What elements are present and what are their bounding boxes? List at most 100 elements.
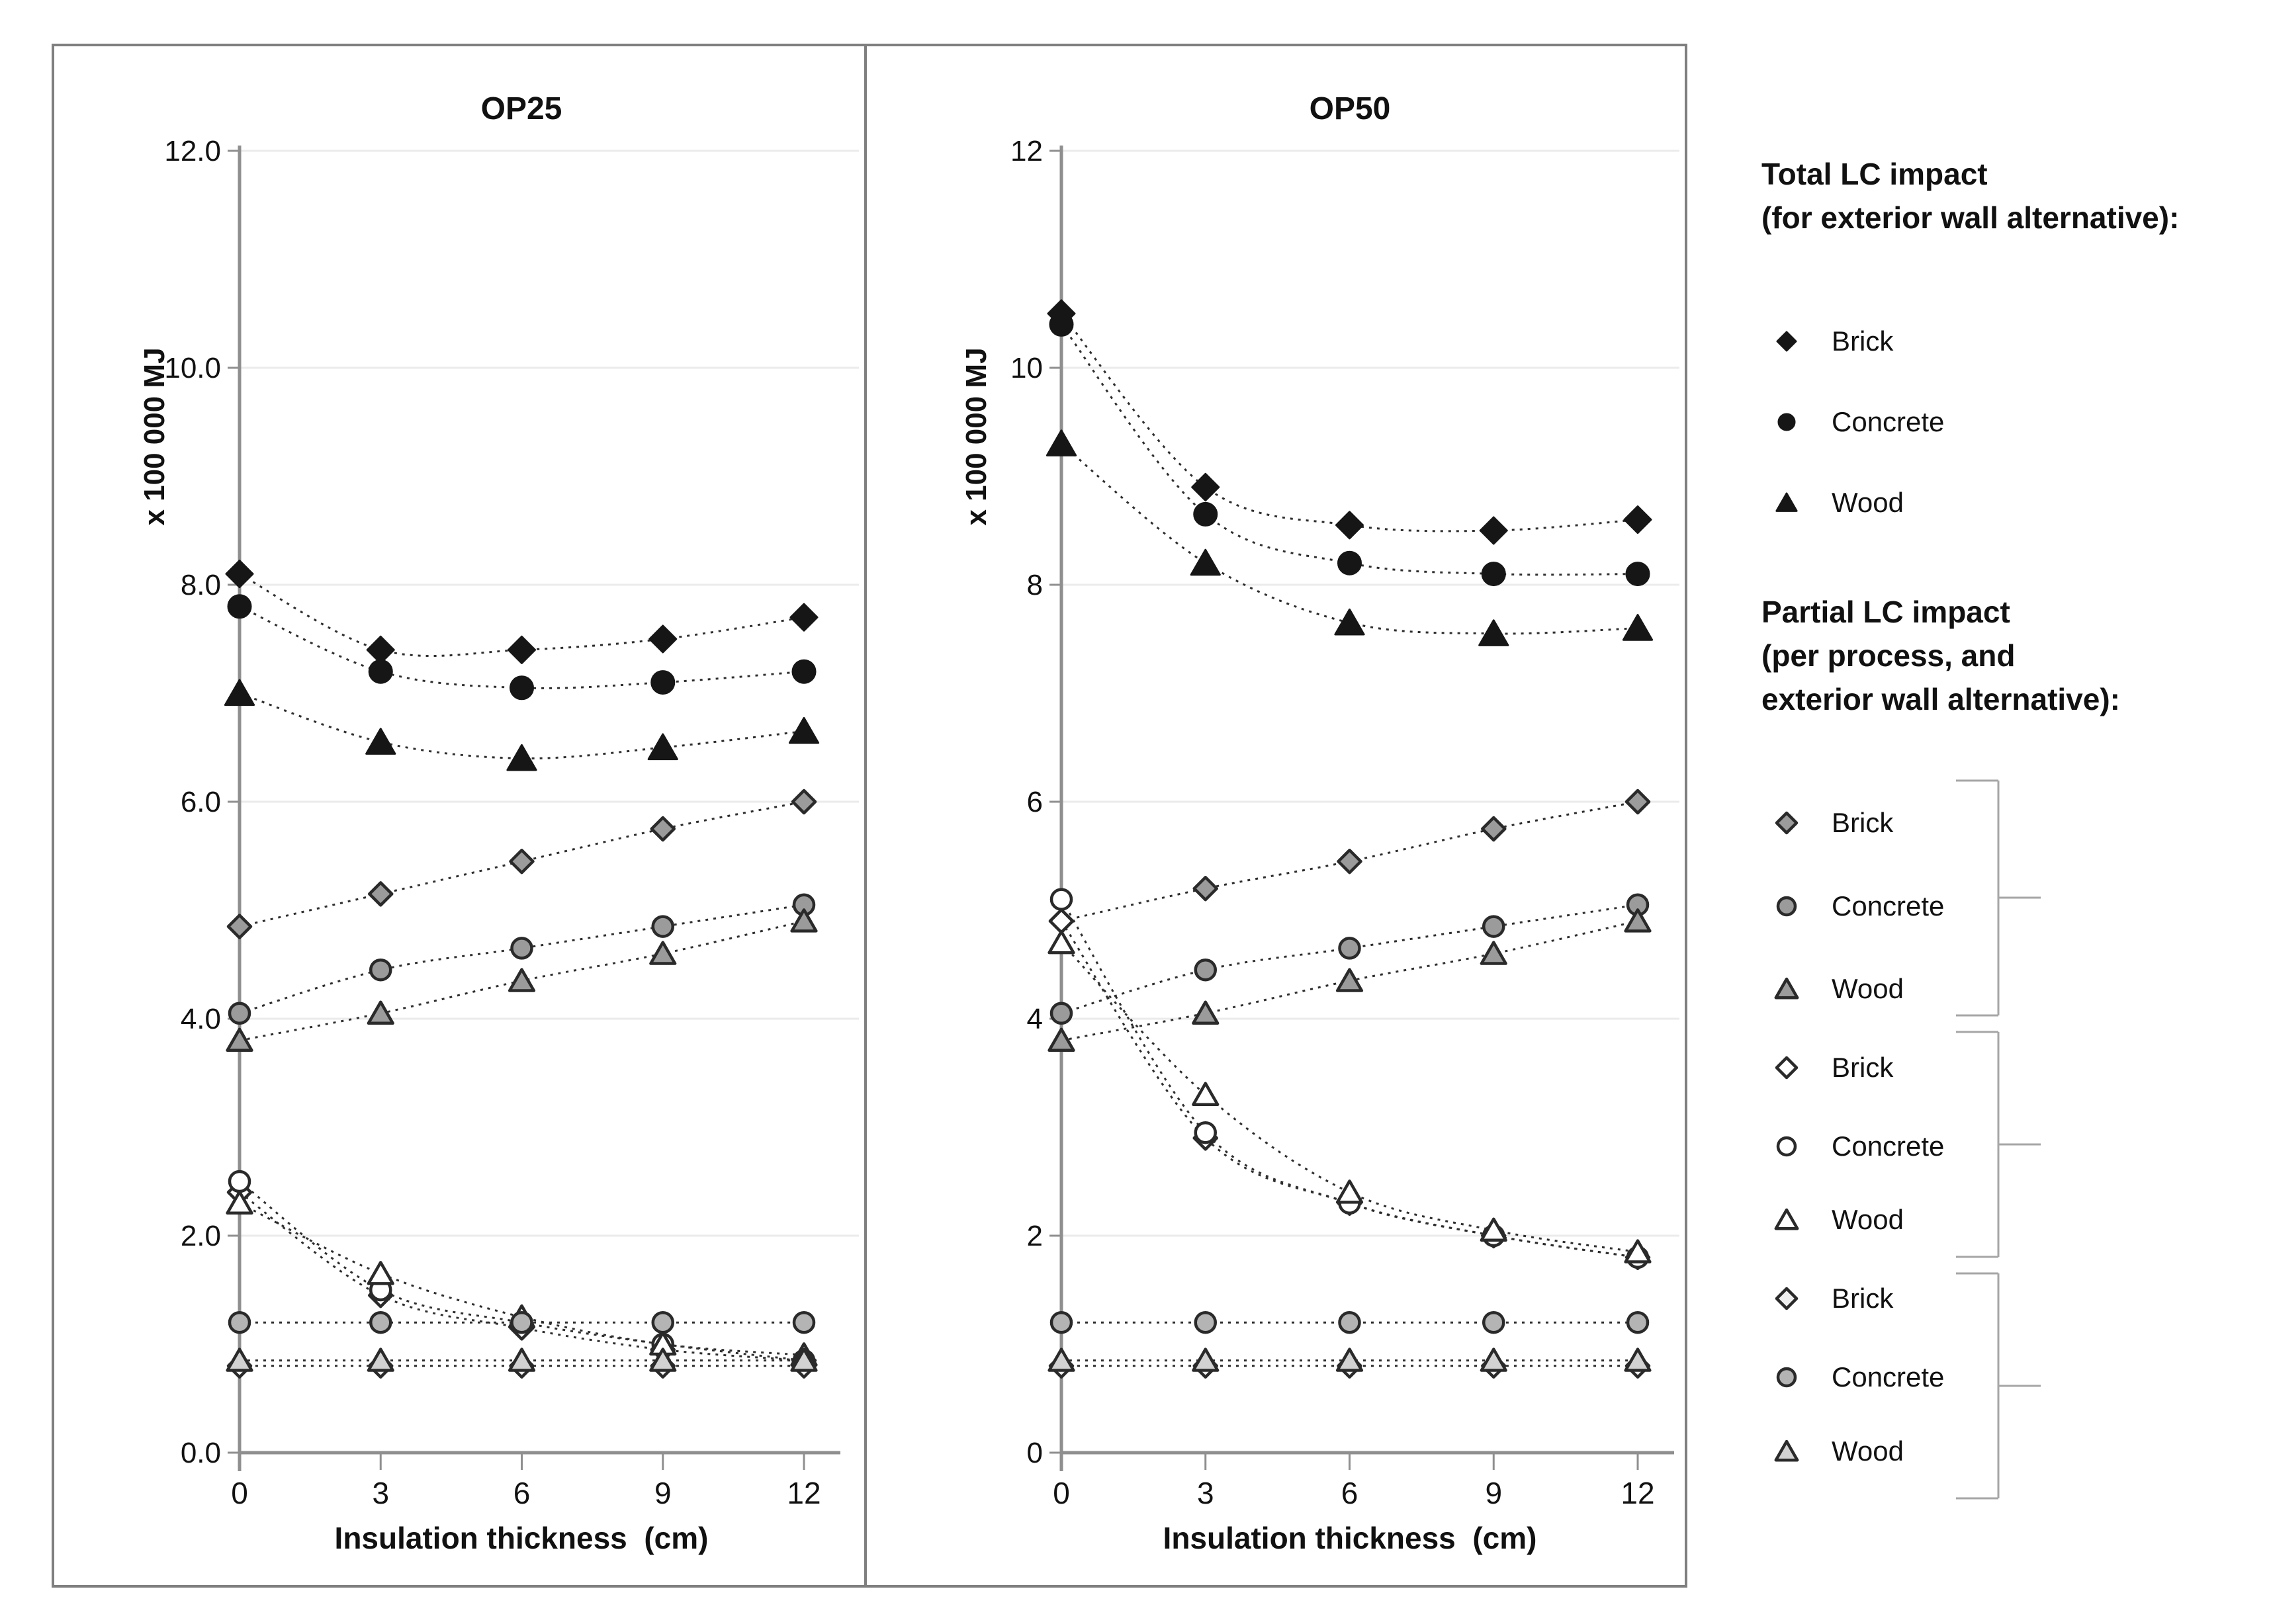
- point-op25-operation-wood-x0: [226, 1190, 253, 1215]
- point-op50-maintenance-wood-x3: [1192, 1347, 1220, 1372]
- point-op50-operation-wood-x9: [1480, 1217, 1507, 1242]
- x-tick-label: 0: [1053, 1476, 1070, 1510]
- point-op50-total-wood-x0: [1046, 429, 1077, 456]
- point-op50-operation-concrete-x0: [1049, 888, 1073, 911]
- series-line-op50-operation-wood: [1060, 942, 1638, 1254]
- series-markers-op50-construction-brick: [1048, 789, 1651, 934]
- point-op50-total-wood-x3: [1190, 548, 1221, 576]
- y-tick-label: 12.0: [164, 135, 221, 167]
- series-markers-op50-operation-wood: [1047, 929, 1652, 1263]
- x-axis-label-op50: Insulation thickness (cm): [1163, 1521, 1537, 1555]
- legend-maintenance-wood-label: Wood: [1832, 1435, 1904, 1467]
- point-op50-total-brick-x3: [1191, 472, 1220, 501]
- legend-maintenance-brick-diamond-icon: [1775, 1287, 1799, 1310]
- point-op25-total-wood-x0: [224, 679, 255, 706]
- point-op50-construction-brick-x3: [1192, 875, 1218, 902]
- series-markers-op50-construction-wood: [1047, 908, 1652, 1052]
- legend-construction-wood-label: Wood: [1832, 973, 1904, 1004]
- point-op25-maintenance-wood-x0: [226, 1347, 253, 1372]
- point-op50-maintenance-concrete-x6: [1338, 1310, 1361, 1334]
- point-op50-maintenance-concrete-x9: [1482, 1310, 1505, 1334]
- legend-construction-concrete-circle-icon: [1776, 896, 1797, 917]
- axes-op25: [228, 146, 840, 1471]
- y-tick-label: 4.0: [181, 1003, 221, 1035]
- series-line-op50-total-wood: [1061, 443, 1638, 635]
- y-tick-label: 0.0: [181, 1437, 221, 1469]
- point-op25-construction-wood-x12: [790, 908, 818, 933]
- legend-operation-concrete-marker: [1776, 1136, 1797, 1157]
- legend-total-title: Total LC impact (for exterior wall altern…: [1761, 152, 2179, 239]
- series-markers-op25-construction-brick: [226, 789, 817, 939]
- legend-operation-concrete-circle-icon: [1776, 1136, 1797, 1157]
- point-op25-total-wood-x12: [788, 716, 820, 744]
- point-op50-total-brick-x9: [1479, 516, 1508, 545]
- point-op25-maintenance-concrete-x9: [651, 1310, 674, 1334]
- legend-partial-title-line-1: Partial LC impact: [1761, 595, 2010, 629]
- point-op50-total-concrete-x0: [1049, 312, 1074, 337]
- series-markers-op25-operation-brick: [226, 1179, 817, 1373]
- point-op50-operation-wood-x6: [1335, 1179, 1364, 1204]
- series-line-op25-construction-concrete: [239, 904, 805, 1015]
- point-op50-total-brick-x6: [1335, 511, 1364, 540]
- point-op50-construction-brick-x6: [1337, 848, 1362, 875]
- series-markers-op50-total-wood: [1046, 429, 1654, 646]
- point-op50-construction-brick-x12: [1624, 789, 1651, 815]
- x-tick-label: 6: [1341, 1476, 1358, 1510]
- point-op50-maintenance-wood-x9: [1480, 1347, 1507, 1372]
- point-op25-construction-brick-x0: [226, 914, 253, 939]
- point-op25-construction-concrete-x0: [228, 1002, 251, 1025]
- series-markers-op25-maintenance-concrete: [228, 1310, 816, 1334]
- legend-total-wood-label: Wood: [1832, 487, 1904, 518]
- legend-partial-title: Partial LC impact (per process, and exteri…: [1761, 590, 2120, 721]
- legend-total-wood-triangle-icon: [1775, 492, 1798, 512]
- point-op50-construction-concrete-x6: [1338, 937, 1361, 960]
- point-op25-construction-concrete-x6: [510, 937, 533, 960]
- point-op25-construction-brick-x3: [368, 881, 394, 907]
- point-op50-construction-wood-x0: [1047, 1027, 1075, 1052]
- legend-operation-concrete-label: Concrete: [1832, 1131, 1945, 1162]
- legend-total-concrete-label: Concrete: [1832, 406, 1945, 437]
- legend-total-title-line-1: Total LC impact: [1761, 157, 1988, 191]
- point-op50-total-concrete-x6: [1337, 550, 1362, 576]
- x-tick-label: 12: [1621, 1476, 1654, 1510]
- point-op25-total-brick-x9: [648, 624, 678, 654]
- series-line-op50-total-brick: [1060, 313, 1638, 533]
- point-op25-construction-concrete-x9: [651, 915, 674, 938]
- point-op25-total-wood-x9: [647, 733, 678, 761]
- chart-title-op25: OP25: [480, 91, 562, 126]
- point-op25-maintenance-wood-x9: [649, 1347, 677, 1372]
- point-op25-maintenance-concrete-x0: [228, 1310, 251, 1334]
- legend-maintenance-brick-label: Brick: [1832, 1283, 1894, 1314]
- legend-construction-concrete-label: Concrete: [1832, 890, 1945, 921]
- series-markers-op25-construction-wood: [226, 908, 818, 1052]
- point-op25-operation-wood-x3: [367, 1261, 394, 1285]
- point-op25-construction-wood-x6: [508, 968, 536, 992]
- point-op25-total-concrete-x0: [227, 594, 252, 619]
- series-markers-op25-total-concrete: [227, 594, 817, 701]
- figure-border: [52, 44, 1687, 1588]
- y-tick-label: 2: [1027, 1220, 1043, 1252]
- legend-total-title-line-2: (for exterior wall alternative):: [1761, 200, 2180, 235]
- series-markers-op50-total-brick: [1047, 299, 1652, 545]
- point-op25-construction-brick-x9: [650, 816, 676, 842]
- point-op25-total-brick-x0: [225, 560, 254, 589]
- legend-total-concrete-circle-icon: [1777, 413, 1796, 431]
- legend-construction-concrete-marker: [1776, 896, 1797, 917]
- gridlines-op25: [240, 150, 859, 1237]
- legend-construction-brick-label: Brick: [1832, 807, 1894, 838]
- point-op50-maintenance-wood-x12: [1624, 1347, 1652, 1372]
- legend-maintenance-wood-triangle-icon: [1774, 1439, 1799, 1462]
- legend-total-wood-marker: [1775, 492, 1798, 512]
- x-axis-label-op25: Insulation thickness (cm): [334, 1521, 709, 1555]
- plot-area-op25: 12.0 10.0 8.0 6.0 4.0 2.0 0.0 0 3 6 9 12: [164, 135, 859, 1510]
- point-op50-total-wood-x12: [1622, 614, 1654, 641]
- point-op50-total-concrete-x3: [1193, 501, 1218, 527]
- point-op25-maintenance-wood-x6: [508, 1347, 536, 1372]
- point-op50-maintenance-wood-x0: [1047, 1347, 1075, 1372]
- gridlines-op50: [1061, 150, 1679, 1237]
- legend-maintenance-wood-marker: [1774, 1439, 1799, 1462]
- point-op50-maintenance-wood-x6: [1335, 1347, 1364, 1372]
- legend-operation-brick-diamond-icon: [1775, 1056, 1799, 1080]
- legend-partial-title-line-3: exterior wall alternative):: [1761, 682, 2120, 716]
- point-op50-construction-wood-x3: [1192, 1000, 1220, 1025]
